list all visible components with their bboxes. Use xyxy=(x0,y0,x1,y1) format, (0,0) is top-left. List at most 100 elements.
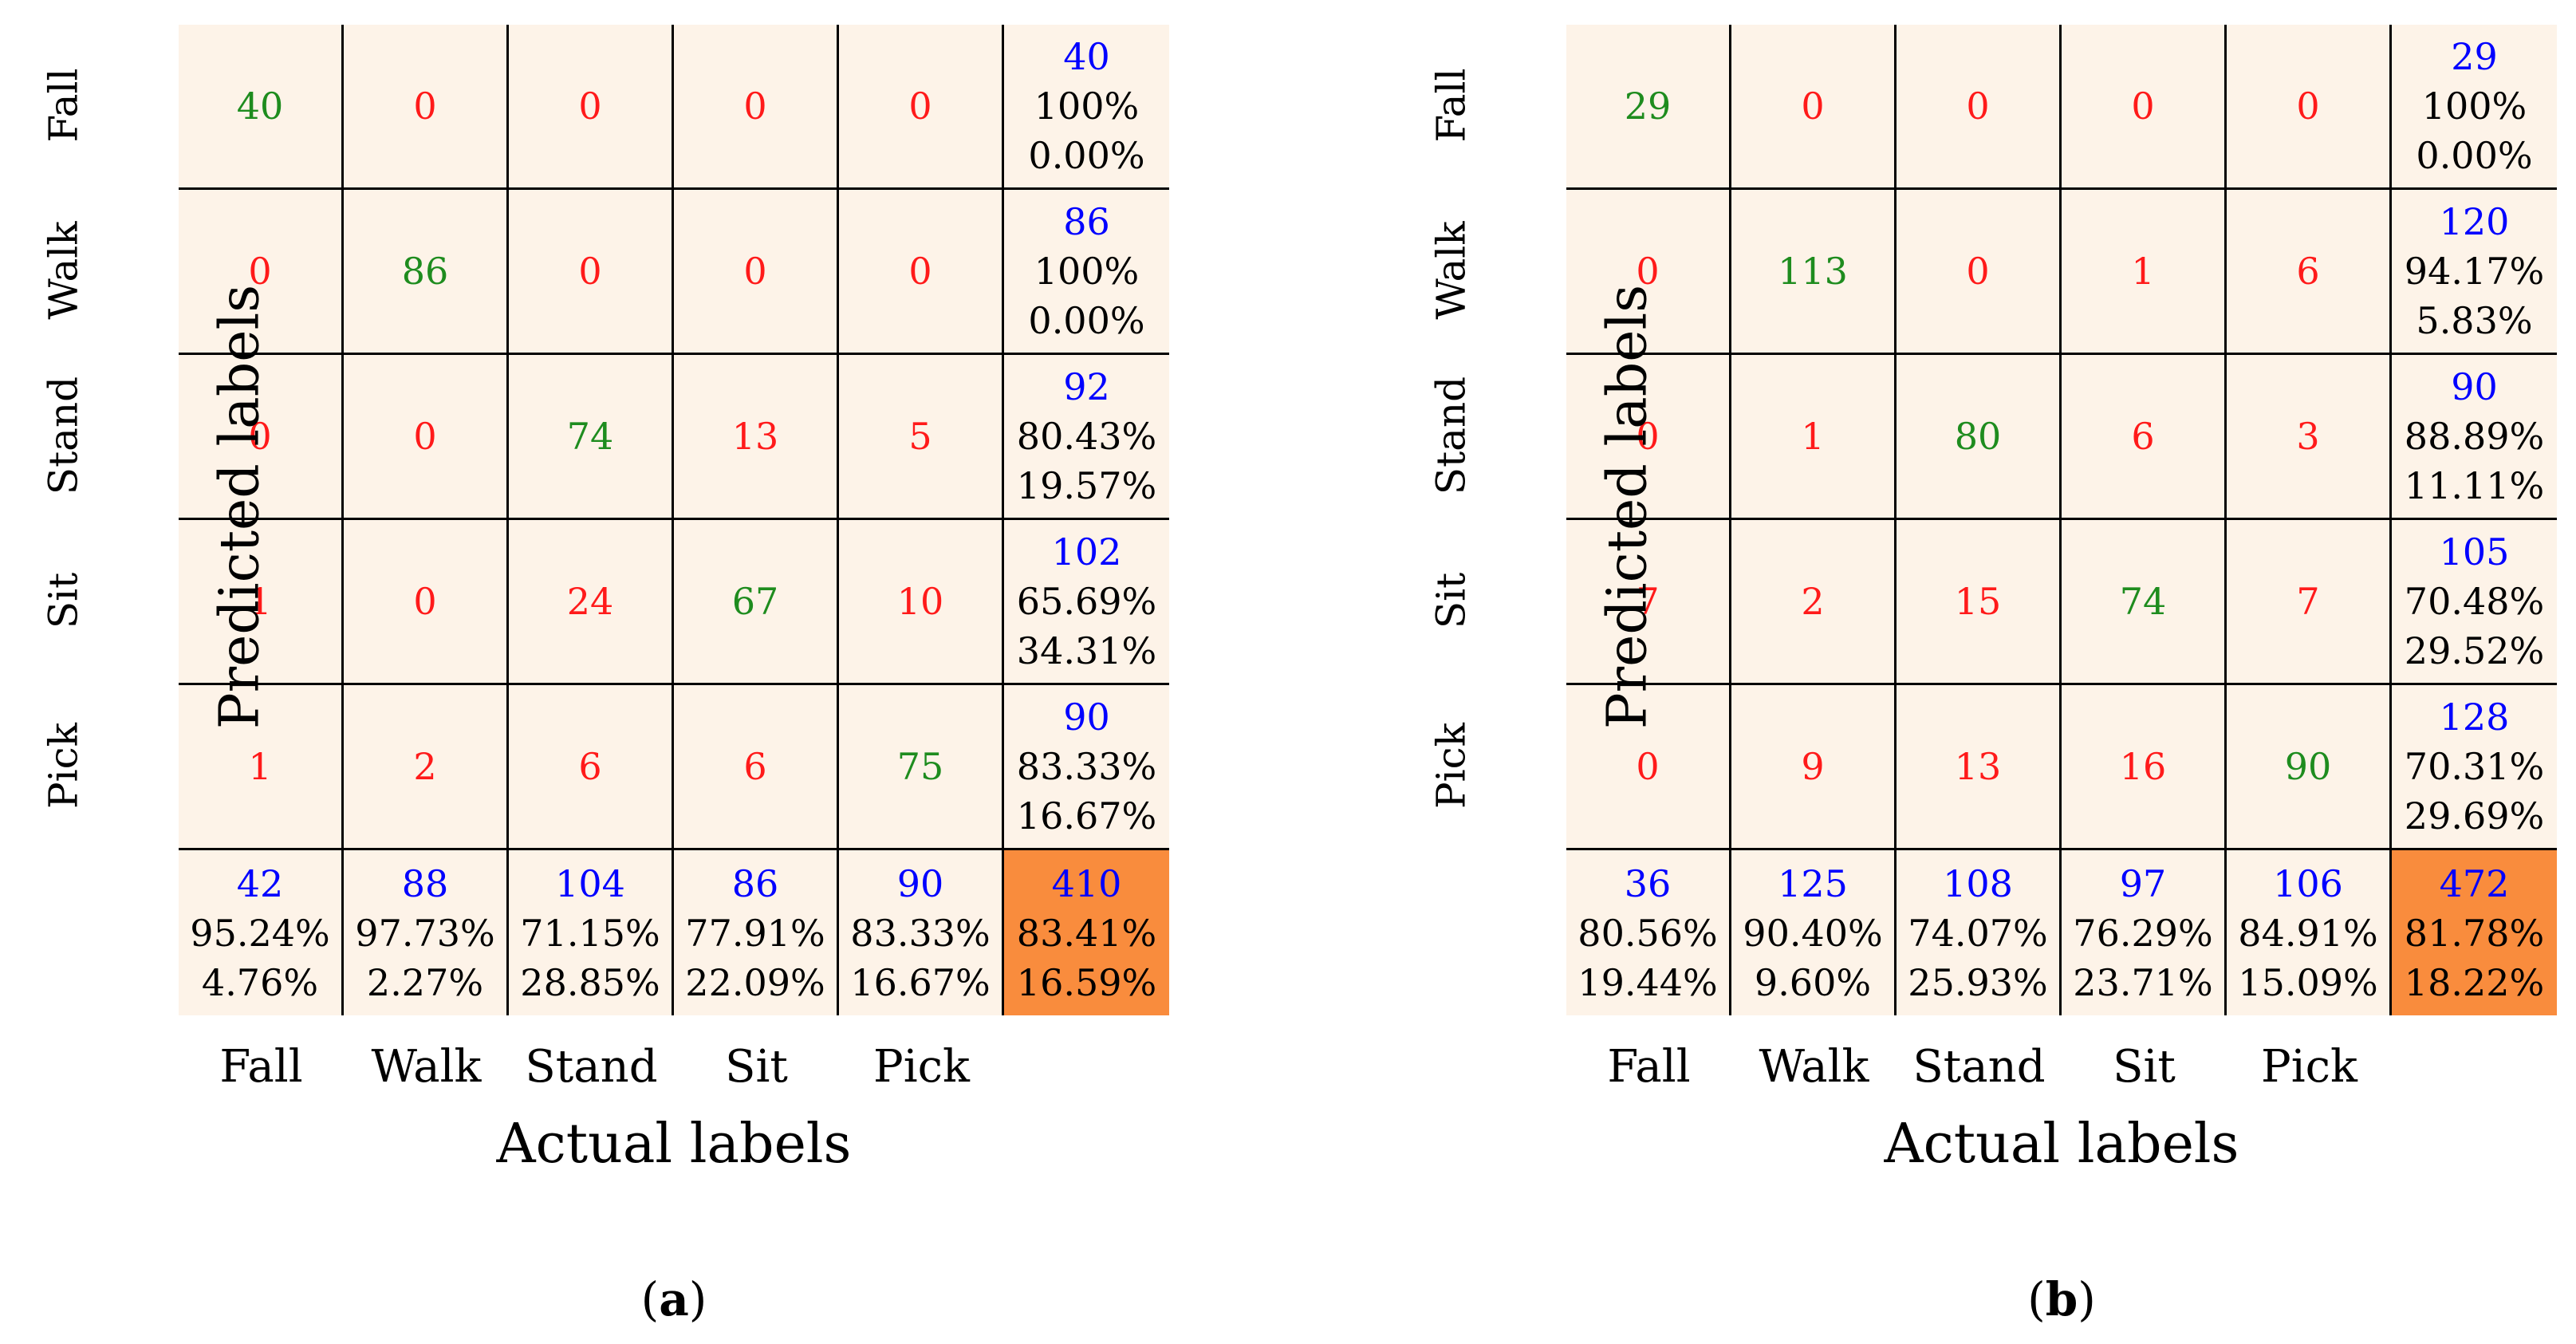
cell-count: 113 xyxy=(1778,250,1848,293)
cell-count: 74 xyxy=(566,415,614,458)
y-tick-label-sit: Sit xyxy=(40,572,87,629)
matrix-cell-2-3: 6 xyxy=(2062,355,2227,520)
cell-count: 86 xyxy=(401,250,449,293)
row-summary-correct-pct: 65.69% xyxy=(1016,580,1157,623)
col-summary-cell-1: 88 97.73% 2.27% xyxy=(344,850,509,1015)
matrix-cell-3-0: 1 xyxy=(179,520,344,685)
matrix-cell-0-3: 0 xyxy=(2062,25,2227,190)
x-tick-label-sit: Sit xyxy=(725,1041,788,1093)
row-summary-correct-pct: 100% xyxy=(2421,85,2527,128)
matrix-cell-1-3: 1 xyxy=(2062,190,2227,355)
x-tick-label-walk: Walk xyxy=(1759,1041,1869,1093)
cell-count: 1 xyxy=(2131,250,2155,293)
row-summary-cell-0: 29 100% 0.00% xyxy=(2392,25,2557,190)
panel-caption: (b) xyxy=(2027,1272,2096,1326)
caption-letter: b xyxy=(2045,1272,2078,1326)
y-tick-label-fall: Fall xyxy=(40,67,87,143)
matrix-cell-0-2: 0 xyxy=(1897,25,2062,190)
matrix-cell-4-1: 2 xyxy=(344,685,509,850)
col-summary-error-pct: 28.85% xyxy=(520,960,660,1004)
matrix-cell-3-2: 24 xyxy=(509,520,674,685)
cell-count: 0 xyxy=(743,250,767,293)
col-summary-error-pct: 15.09% xyxy=(2238,960,2378,1004)
cell-count: 10 xyxy=(896,580,944,623)
row-summary-cell-0: 40 100% 0.00% xyxy=(1004,25,1169,190)
matrix-cell-2-0: 0 xyxy=(1566,355,1731,520)
matrix-cell-4-2: 6 xyxy=(509,685,674,850)
row-summary-correct-pct: 70.48% xyxy=(2404,580,2545,623)
matrix-cell-3-4: 7 xyxy=(2227,520,2392,685)
overall-error-pct: 18.22% xyxy=(2404,960,2545,1004)
cell-count: 5 xyxy=(908,415,932,458)
matrix-cell-3-1: 2 xyxy=(1731,520,1897,685)
row-summary-error-pct: 16.67% xyxy=(1016,794,1157,838)
cell-count: 0 xyxy=(908,250,932,293)
row-summary-cell-3: 105 70.48% 29.52% xyxy=(2392,520,2557,685)
row-summary-correct-pct: 94.17% xyxy=(2404,250,2545,293)
row-summary-error-pct: 0.00% xyxy=(2416,134,2533,177)
matrix-cell-2-2: 80 xyxy=(1897,355,2062,520)
x-tick-label-sit: Sit xyxy=(2113,1041,2176,1093)
cell-count: 1 xyxy=(248,745,272,788)
cell-count: 13 xyxy=(1954,745,2002,788)
col-summary-cell-1: 125 90.40% 9.60% xyxy=(1731,850,1897,1015)
y-tick-label-pick: Pick xyxy=(40,722,87,809)
overall-error-pct: 16.59% xyxy=(1016,960,1157,1004)
col-summary-error-pct: 9.60% xyxy=(1754,960,1872,1004)
caption-letter: a xyxy=(659,1272,689,1326)
cell-count: 2 xyxy=(413,745,437,788)
matrix-cell-4-3: 16 xyxy=(2062,685,2227,850)
matrix-cell-4-0: 1 xyxy=(179,685,344,850)
cell-count: 16 xyxy=(2119,745,2167,788)
matrix-cell-4-4: 90 xyxy=(2227,685,2392,850)
col-summary-error-pct: 16.67% xyxy=(850,960,991,1004)
row-summary-cell-4: 90 83.33% 16.67% xyxy=(1004,685,1169,850)
cell-count: 0 xyxy=(413,85,437,128)
row-summary-error-pct: 29.69% xyxy=(2404,794,2545,838)
row-summary-error-pct: 11.11% xyxy=(2404,464,2545,507)
matrix-cell-2-0: 0 xyxy=(179,355,344,520)
row-summary-correct-pct: 83.33% xyxy=(1016,745,1157,788)
cell-count: 75 xyxy=(896,745,944,788)
cell-count: 15 xyxy=(1954,580,2002,623)
row-summary-cell-1: 86 100% 0.00% xyxy=(1004,190,1169,355)
matrix-cell-2-4: 3 xyxy=(2227,355,2392,520)
matrix-cell-2-2: 74 xyxy=(509,355,674,520)
col-summary-correct-pct: 74.07% xyxy=(1908,911,2048,955)
cell-count: 90 xyxy=(2284,745,2332,788)
cell-count: 0 xyxy=(248,415,272,458)
overall-accuracy-cell: 472 81.78% 18.22% xyxy=(2392,850,2557,1015)
col-summary-cell-0: 42 95.24% 4.76% xyxy=(179,850,344,1015)
y-tick-label-walk: Walk xyxy=(1428,220,1475,320)
matrix-grid: 29 0 0 0 0 29 100% 0.00% 0 113 0 1 6 120 94.17% 5.83% 0 1… xyxy=(1566,25,2557,1015)
cell-count: 74 xyxy=(2119,580,2167,623)
matrix-cell-4-0: 0 xyxy=(1566,685,1731,850)
cell-count: 0 xyxy=(2296,85,2320,128)
row-summary-cell-3: 102 65.69% 34.31% xyxy=(1004,520,1169,685)
cell-count: 13 xyxy=(731,415,779,458)
y-tick-label-pick: Pick xyxy=(1428,722,1475,809)
cell-count: 24 xyxy=(566,580,614,623)
col-summary-total: 108 xyxy=(1943,861,2013,905)
cell-count: 0 xyxy=(578,250,602,293)
matrix-cell-1-0: 0 xyxy=(179,190,344,355)
matrix-cell-3-1: 0 xyxy=(344,520,509,685)
panel-caption: (a) xyxy=(640,1272,707,1326)
row-summary-correct-pct: 100% xyxy=(1034,85,1140,128)
matrix-cell-3-3: 74 xyxy=(2062,520,2227,685)
y-axis-title: Predicted labels xyxy=(1596,284,1660,730)
x-tick-label-walk: Walk xyxy=(371,1041,482,1093)
matrix-cell-1-0: 0 xyxy=(1566,190,1731,355)
confusion-matrix-b: 29 0 0 0 0 29 100% 0.00% 0 113 0 1 6 120 94.17% 5.83% 0 1… xyxy=(1388,0,2576,1344)
cell-count: 0 xyxy=(1636,250,1660,293)
cell-count: 0 xyxy=(578,85,602,128)
row-summary-total: 40 xyxy=(1063,35,1110,78)
cell-count: 0 xyxy=(2131,85,2155,128)
matrix-cell-1-2: 0 xyxy=(509,190,674,355)
row-summary-total: 92 xyxy=(1063,365,1110,408)
overall-accuracy-cell: 410 83.41% 16.59% xyxy=(1004,850,1169,1015)
row-summary-cell-1: 120 94.17% 5.83% xyxy=(2392,190,2557,355)
col-summary-cell-4: 90 83.33% 16.67% xyxy=(839,850,1004,1015)
row-summary-error-pct: 0.00% xyxy=(1028,299,1145,342)
row-summary-total: 90 xyxy=(2451,365,2498,408)
